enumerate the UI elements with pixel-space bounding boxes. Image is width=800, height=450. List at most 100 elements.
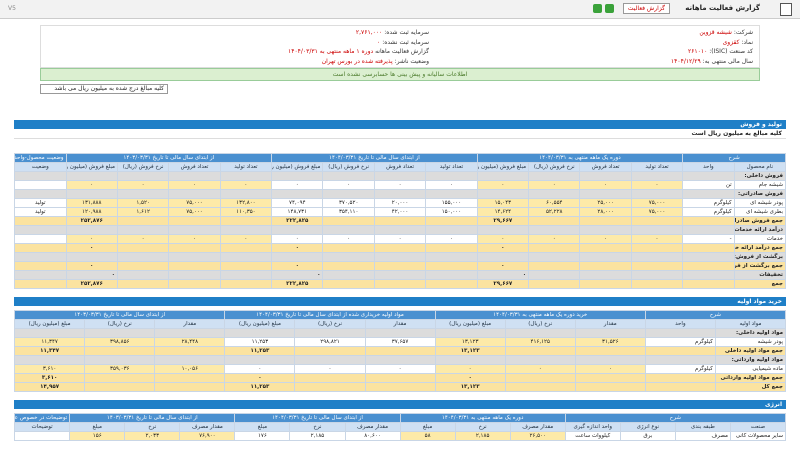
column-header: مبلغ (69, 422, 126, 432)
cell (425, 270, 478, 280)
cell (224, 328, 296, 338)
cell (219, 171, 273, 181)
cell: ۰ (364, 364, 436, 374)
field-label: وضعیت ناشر: (394, 57, 429, 65)
cell (13, 431, 71, 441)
cell (116, 189, 170, 199)
group-header: از ابتدای سال مالی تا تاریخ ۱۴۰۳/۰۳/۳۱ (69, 413, 236, 423)
cell: ۰ (579, 180, 632, 190)
field-label: شرکت: (733, 29, 753, 36)
cell: ۱۱۰,۳۵۰ (219, 207, 273, 217)
cell: ۰ (65, 234, 118, 244)
cell (528, 216, 581, 226)
cell: ۰ (504, 364, 576, 374)
cell: مواد اولیه وارداتی: (714, 355, 787, 365)
cell (434, 328, 506, 338)
cell: ۱۵,۰۴۳ (476, 198, 530, 208)
cell: ۰ (574, 364, 646, 374)
cell: جمع فروش صادراتی (733, 216, 787, 226)
cell (219, 216, 273, 226)
cell: ۲,۱۸۵ (454, 431, 511, 441)
cell (682, 216, 735, 226)
cell (219, 279, 273, 289)
header-row: شرح دوره یک ماهه منتهی به ۱۴۰۴/۰۳/۳۱ از اب… (14, 153, 786, 163)
cell (116, 261, 170, 271)
column-header: مبلغ (234, 422, 291, 432)
cell (322, 216, 375, 226)
cell (682, 189, 735, 199)
cell: تن (682, 180, 735, 190)
cell (425, 189, 478, 199)
cell: پودر شیشه ای (733, 198, 787, 208)
column-header: وضعیت (14, 162, 67, 172)
row: شیشه جام تن ۰ ۰ ۰ ۰ ۰ ۰ ۰ ۰ ۰ ۰ ۰ ۰ (14, 180, 787, 190)
cell: ۷۵,۰۰۰ (168, 207, 221, 217)
info-field: سرمایه ثبت شده: ۲,۷۶۱,۰۰۰ (356, 29, 429, 36)
cell (154, 373, 226, 383)
cell (504, 346, 576, 356)
cell: ۶۰,۵۵۴ (528, 198, 581, 208)
column-header: مقدار (364, 319, 436, 329)
report-selector[interactable]: گزارش فعالیت (622, 3, 670, 14)
field-label: سرمایه ثبت شده: (384, 29, 429, 36)
cell (528, 189, 581, 199)
cell: جمع درآمد ارائه خدمات (733, 243, 787, 253)
cell (219, 261, 273, 271)
cell (682, 270, 735, 280)
cell (364, 373, 436, 383)
version: V5 (8, 5, 16, 12)
cell (373, 261, 427, 271)
cell (168, 279, 221, 289)
cell (630, 279, 684, 289)
cell: کیلوگرم (682, 198, 735, 208)
cell: ۱۵۵,۰۰۰ (425, 198, 478, 208)
cell (168, 189, 221, 199)
cell (579, 189, 632, 199)
cell: شیشه جام (733, 180, 787, 190)
cell (168, 171, 221, 181)
column-header: نرخ (ریال) (504, 319, 576, 329)
cell (425, 243, 478, 253)
cell: ۱۴۸,۷۳۱ (271, 207, 324, 217)
cell (373, 243, 427, 253)
cell: ۲۰,۰۰۰ (373, 198, 427, 208)
column-header: مقدار (574, 319, 646, 329)
field-value: ۰ (377, 38, 381, 46)
cell (168, 252, 221, 262)
field-value: ۱۴۰۴/۱۲/۲۹ (670, 57, 701, 65)
cell: ۲۵۲,۸۷۶ (65, 279, 118, 289)
prev-button[interactable] (593, 4, 602, 13)
column-header: نرخ (ریال) (294, 319, 366, 329)
cell (504, 355, 576, 365)
cell: فروش صادراتی: (733, 189, 787, 199)
column-header: تعداد فروش (579, 162, 632, 172)
cell: ۰ (271, 243, 324, 253)
cell (579, 216, 632, 226)
cell (682, 252, 735, 262)
cell: ۴۲,۰۰۰ (373, 207, 427, 217)
cell (579, 270, 632, 280)
cell (14, 171, 67, 181)
cell (574, 373, 646, 383)
column-header: مبلغ (میلیون ریال) (434, 319, 506, 329)
cell: ۰ (271, 180, 324, 190)
cell (373, 171, 427, 181)
cell: ۷۴,۰۹۴ (271, 198, 324, 208)
cell (271, 171, 324, 181)
column-header: واحد اندازه گیری (564, 422, 621, 432)
cell (425, 171, 478, 181)
cell: بطری شیشه ای (733, 207, 787, 217)
cell (116, 270, 170, 280)
cell (682, 243, 735, 253)
column-header: واحد (682, 162, 735, 172)
row: پودر شیشه کیلوگرم ۳۱,۵۲۶ ۴۱۶,۱۲۵ ۱۳,۱۲۳ ۳۷,۶۵… (13, 337, 787, 347)
cell (84, 346, 156, 356)
info-box: شرکت: شیشه قزوین سرمایه ثبت شده: ۲,۷۶۱,۰۰… (40, 25, 760, 68)
row: مواد اولیه وارداتی: (13, 355, 787, 365)
cell (65, 189, 118, 199)
cell (425, 261, 478, 271)
next-button[interactable] (605, 4, 614, 13)
cell (219, 243, 273, 253)
cell: ۱۵۶ (69, 431, 126, 441)
section-subtitle: کلیه مبالغ به میلیون ریال است (14, 129, 786, 139)
